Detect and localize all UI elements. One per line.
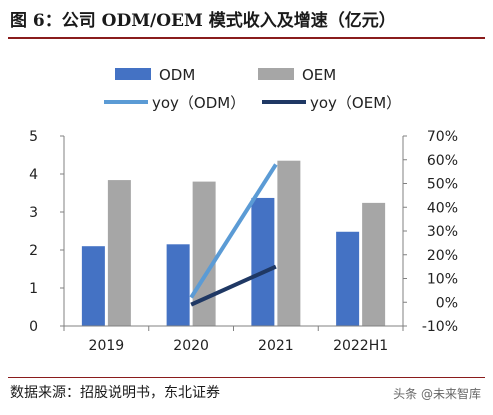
left-tick-label: 2	[29, 243, 38, 259]
left-tick-label: 0	[29, 319, 38, 335]
left-tick-label: 4	[29, 167, 38, 183]
x-tick-label: 2019	[89, 338, 125, 354]
legend-swatch-oem	[258, 68, 294, 80]
source-note: 数据来源：招股说明书，东北证券	[10, 385, 220, 401]
legend-label-yoy-oem: yoy（OEM）	[310, 94, 401, 112]
right-tick-label: 20%	[427, 248, 458, 264]
legend-swatch-odm	[115, 68, 151, 80]
right-tick-label: 50%	[427, 177, 458, 193]
bar-oem-2020	[192, 181, 216, 326]
line-yoy-oem	[190, 264, 277, 307]
x-tick-label: 2021	[258, 338, 294, 354]
watermark: 头条 @未来智库	[393, 387, 481, 401]
right-tick-label: 0%	[436, 295, 458, 311]
right-tick-label: -10%	[422, 319, 458, 335]
line-yoy-odm	[189, 163, 278, 299]
legend-label-oem: OEM	[302, 66, 336, 84]
bar-odm-2019	[81, 246, 105, 326]
bar-odm-2022h1	[336, 231, 360, 326]
right-tick-label: 60%	[427, 153, 458, 169]
title-rule	[8, 37, 485, 39]
bar-oem-2021	[277, 160, 301, 326]
bar-odm-2021	[251, 197, 275, 326]
x-tick-label: 2020	[173, 338, 209, 354]
right-tick-label: 30%	[427, 224, 458, 240]
right-tick-label: 10%	[427, 272, 458, 288]
bar-oem-2022h1	[362, 202, 386, 326]
left-tick-label: 3	[29, 205, 38, 221]
left-tick-label: 5	[29, 129, 38, 145]
right-tick-label: 40%	[427, 200, 458, 216]
legend-label-yoy-odm: yoy（ODM）	[152, 94, 245, 112]
x-tick-label: 2022H1	[333, 338, 388, 354]
right-tick-label: 70%	[427, 129, 458, 145]
figure-title: 图 6：公司 ODM/OEM 模式收入及增速（亿元）	[10, 11, 396, 31]
left-tick-label: 1	[29, 281, 38, 297]
bar-odm-2020	[166, 244, 190, 326]
legend-label-odm: ODM	[159, 66, 195, 84]
footer-rule	[8, 377, 485, 378]
bar-oem-2019	[107, 180, 131, 326]
